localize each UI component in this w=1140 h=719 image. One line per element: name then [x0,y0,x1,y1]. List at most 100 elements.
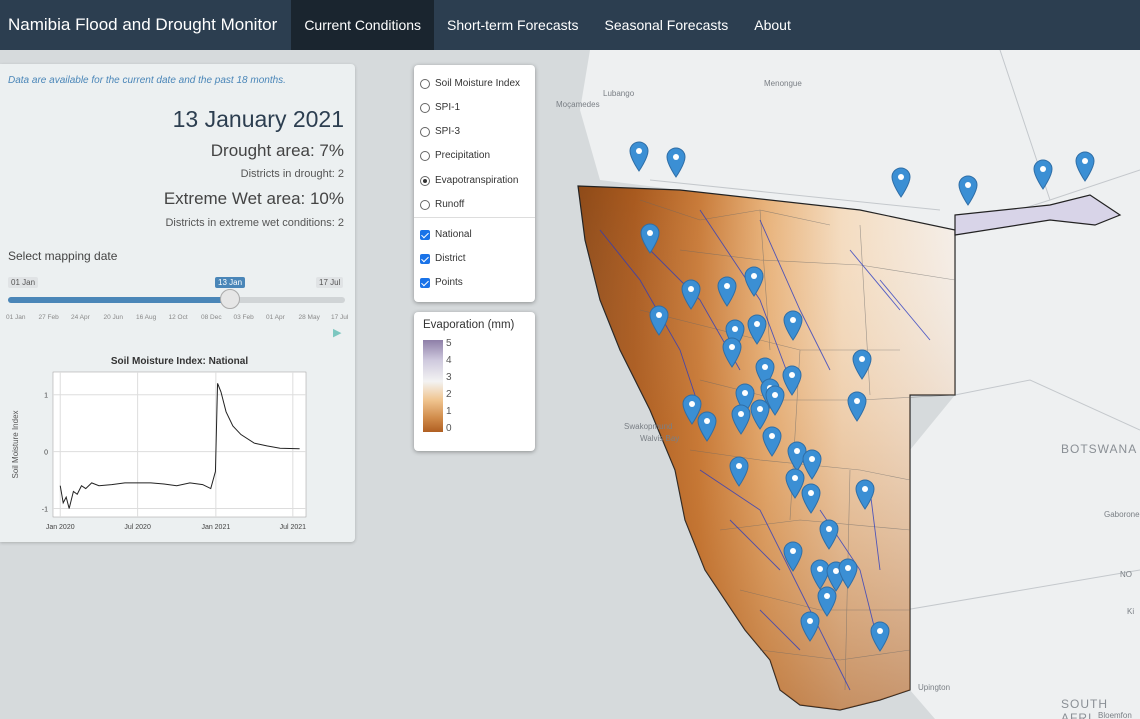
radio-label: SPI-3 [435,126,461,137]
map-marker-icon[interactable] [818,518,840,550]
map-marker-icon[interactable] [801,448,823,480]
slider-tick-label: 08 Dec [201,314,222,321]
chart-x-tick: Jan 2021 [201,524,230,531]
map-marker-icon[interactable] [1074,150,1096,182]
map-marker-icon[interactable] [746,313,768,345]
radio-label: Precipitation [435,150,491,161]
radio-icon[interactable] [420,175,430,186]
date-slider-handle[interactable] [220,289,241,309]
map-marker-icon[interactable] [761,425,783,457]
check-district[interactable]: District [420,253,466,264]
map-marker-icon[interactable] [681,393,703,425]
legend-tick: 4 [446,355,452,366]
radio-runoff[interactable]: Runoff [420,199,464,210]
slider-min-tag: 01 Jan [8,277,39,288]
map-marker-icon[interactable] [749,398,771,430]
check-points[interactable]: Points [420,277,463,288]
slider-tick-label: 20 Jun [103,314,124,321]
legend-tick: 1 [446,406,452,417]
date-slider-track[interactable] [8,297,345,303]
map-marker-icon[interactable] [754,356,776,388]
map-marker-icon[interactable] [743,265,765,297]
checkbox-icon[interactable] [420,229,430,240]
legend-tick: 3 [446,372,452,383]
map-marker-icon[interactable] [816,585,838,617]
map-marker-icon[interactable] [716,275,738,307]
map-marker-icon[interactable] [782,540,804,572]
map-marker-icon[interactable] [734,382,756,414]
radio-icon[interactable] [420,78,430,89]
map-marker-icon[interactable] [628,140,650,172]
map-marker-icon[interactable] [809,558,831,590]
radio-soil-moisture-index[interactable]: Soil Moisture Index [420,78,520,89]
checkbox-icon[interactable] [420,253,430,264]
tab-about[interactable]: About [754,17,791,33]
tab-current-conditions[interactable]: Current Conditions [291,0,435,50]
city-mocamedes: Moçamedes [556,100,600,109]
map-marker-icon[interactable] [728,455,750,487]
map-marker-icon[interactable] [782,309,804,341]
play-icon[interactable]: ▶ [333,327,342,339]
map-marker-icon[interactable] [799,610,821,642]
map-marker-icon[interactable] [784,467,806,499]
city-swakopmund: Swakopmund [624,422,673,431]
date-slider-fill [8,297,231,303]
tab-short-term-forecasts[interactable]: Short-term Forecasts [447,17,579,33]
radio-icon[interactable] [420,126,430,137]
map-marker-icon[interactable] [721,336,743,368]
tab-seasonal-forecasts[interactable]: Seasonal Forecasts [604,17,729,33]
radio-icon[interactable] [420,150,430,161]
info-panel: Data are available for the current date … [0,64,355,542]
navbar: Namibia Flood and Drought Monitor Curren… [0,0,1140,50]
map-marker-icon[interactable] [846,390,868,422]
radio-evapotranspiration[interactable]: Evapotranspiration [420,175,518,186]
radio-label: SPI-1 [435,102,461,113]
map-marker-icon[interactable] [854,478,876,510]
map-marker-icon[interactable] [696,410,718,442]
app-title[interactable]: Namibia Flood and Drought Monitor [8,15,278,34]
label-no: NO [1120,570,1132,579]
radio-spi-3[interactable]: SPI-3 [420,126,460,137]
map-marker-icon[interactable] [648,304,670,336]
map-marker-icon[interactable] [665,146,687,178]
slider-tick-label: 01 Jan [6,314,26,321]
radio-spi-1[interactable]: SPI-1 [420,102,460,113]
map-marker-icon[interactable] [890,166,912,198]
legend-tick: 5 [446,338,452,349]
districts-extreme-wet: Districts in extreme wet conditions: 2 [165,217,344,229]
map-marker-icon[interactable] [639,222,661,254]
map-marker-icon[interactable] [837,557,859,589]
legend-colorbar [423,340,443,432]
border-lines [649,50,1140,611]
map-marker-icon[interactable] [781,364,803,396]
map-marker-icon[interactable] [786,440,808,472]
map[interactable]: Lubango Menongue Moçamedes Swakopmund Wa… [0,50,1140,719]
chart-x-tick: Jan 2020 [46,524,75,531]
city-lubango: Lubango [603,89,635,98]
drought-area: Drought area: 7% [210,141,344,160]
chart-plot-area [52,371,307,518]
radio-icon[interactable] [420,102,430,113]
radio-icon[interactable] [420,199,430,210]
check-national[interactable]: National [420,229,472,240]
slider-max-tag: 17 Jul [316,277,344,288]
map-marker-icon[interactable] [680,278,702,310]
checkbox-icon[interactable] [420,277,430,288]
map-marker-icon[interactable] [730,403,752,435]
check-label: National [435,229,472,240]
slider-tick-label: 01 Apr [266,314,285,321]
map-marker-icon[interactable] [800,482,822,514]
map-marker-icon[interactable] [764,384,786,416]
map-marker-icon[interactable] [869,620,891,652]
city-bloemfontein: Bloemfon [1098,711,1132,719]
radio-precipitation[interactable]: Precipitation [420,150,490,161]
chart-y-tick: 0 [44,450,48,457]
country-south-africa: SOUTH AFRI [1061,697,1108,719]
map-marker-icon[interactable] [957,174,979,206]
slider-tick-label: 27 Feb [38,314,59,321]
city-walvis-bay: Walvis Bay [640,434,680,443]
layer-control: Soil Moisture Index SPI-1 SPI-3 Precipit… [414,65,535,302]
map-marker-icon[interactable] [1032,158,1054,190]
chart-y-label: Soil Moisture Index [11,410,20,478]
map-marker-icon[interactable] [851,348,873,380]
